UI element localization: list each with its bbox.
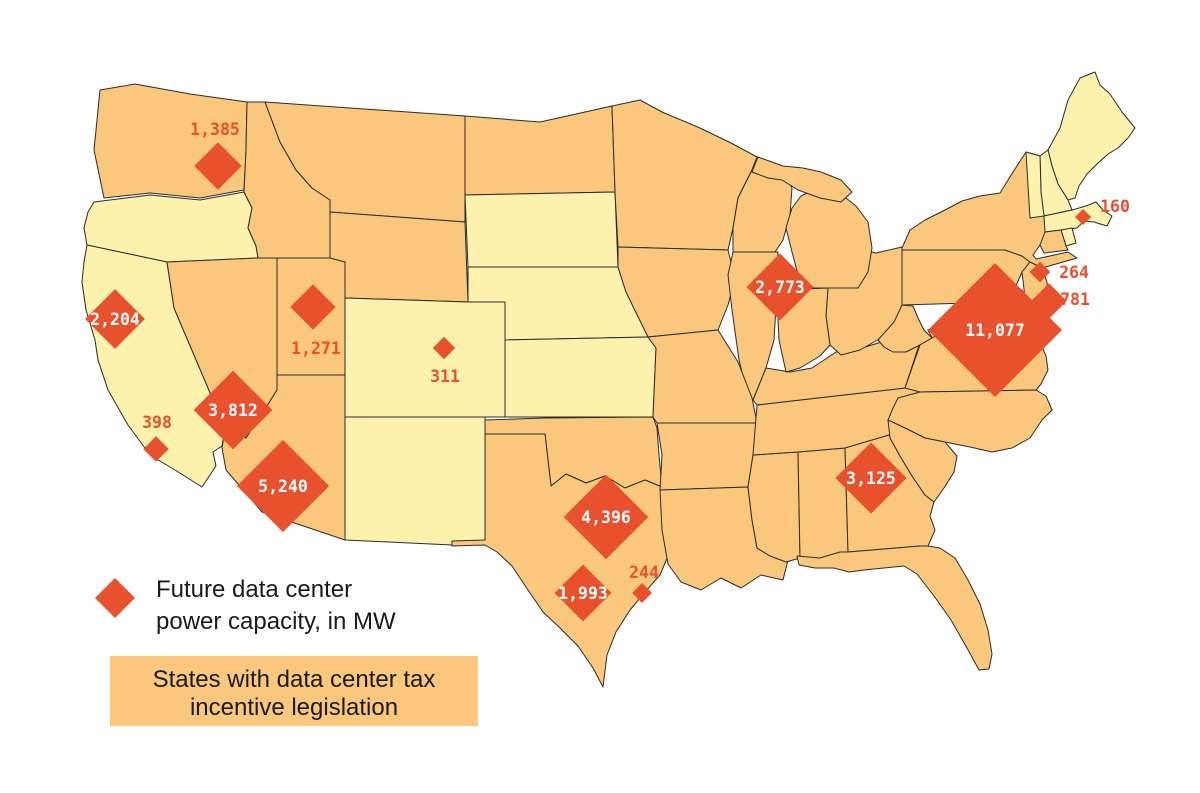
marker-diamond-massachusetts — [1074, 208, 1092, 226]
marker-diamond-nevada — [193, 370, 273, 450]
marker-diamond-texas-gulf-coast — [632, 583, 652, 603]
state-mi-up — [751, 156, 853, 203]
marker-diamond-new-jersey-north — [1029, 261, 1051, 283]
state-al — [797, 447, 849, 563]
marker-diamond-southern-california — [143, 436, 169, 462]
state-ks — [504, 336, 657, 418]
marker-label-illinois: 2,773 — [755, 278, 805, 297]
marker-label-north-texas: 4,396 — [581, 508, 631, 527]
marker-diamond-arizona — [236, 439, 330, 533]
marker-label-massachusetts: 160 — [1100, 197, 1130, 216]
marker-diamond-washington — [194, 142, 242, 190]
state-nm — [344, 416, 486, 546]
legend-incentive-swatch — [110, 656, 478, 726]
marker-diamond-utah — [290, 284, 336, 330]
state-mt — [264, 101, 466, 223]
marker-diamond-north-texas — [563, 474, 649, 560]
marker-label-texas-gulf-coast: 244 — [629, 563, 659, 582]
marker-label-georgia: 3,125 — [846, 469, 896, 488]
marker-label-washington: 1,385 — [190, 120, 240, 139]
marker-diamond-colorado — [432, 336, 456, 360]
state-me — [1047, 71, 1136, 201]
marker-label-new-jersey-north: 264 — [1059, 263, 1089, 282]
legend-capacity-line2: power capacity, in MW — [156, 608, 396, 635]
marker-label-northern-california: 2,204 — [90, 310, 140, 329]
marker-label-southern-california: 398 — [142, 413, 172, 432]
marker-diamond-georgia — [835, 442, 907, 514]
legend-incentive-line1: States with data center tax — [153, 666, 436, 693]
legend-capacity-line1: Future data center — [156, 576, 352, 603]
state-wv — [877, 304, 933, 353]
marker-label-utah: 1,271 — [291, 339, 341, 358]
state-co — [344, 297, 506, 418]
marker-diamond-south-texas — [554, 564, 612, 622]
marker-label-virginia: 11,077 — [965, 321, 1025, 340]
marker-label-new-jersey: 781 — [1060, 290, 1090, 309]
state-nd — [464, 105, 616, 196]
legend: Future data center power capacity, in MW… — [95, 576, 478, 726]
marker-label-arizona: 5,240 — [258, 477, 308, 496]
legend-capacity-diamond-icon — [95, 578, 135, 618]
marker-label-colorado: 311 — [430, 367, 460, 386]
marker-diamond-northern-california — [85, 289, 145, 349]
state-wy — [329, 211, 469, 303]
marker-label-south-texas: 1,993 — [558, 584, 608, 603]
legend-incentive-line2: incentive legislation — [190, 694, 398, 721]
marker-diamond-new-jersey — [1031, 283, 1067, 319]
markers-layer: 1,385 2,204 398 3,812 5,240 1,271 311 4,396 1,99… — [85, 120, 1130, 622]
state-sd — [464, 191, 619, 268]
marker-diamond-illinois — [746, 253, 814, 321]
state-sc — [887, 419, 958, 503]
state-ct — [1039, 229, 1069, 254]
state-ar — [656, 422, 758, 491]
marker-diamond-virginia — [927, 262, 1063, 398]
state-fl — [796, 545, 993, 671]
marker-label-nevada: 3,812 — [208, 401, 258, 420]
